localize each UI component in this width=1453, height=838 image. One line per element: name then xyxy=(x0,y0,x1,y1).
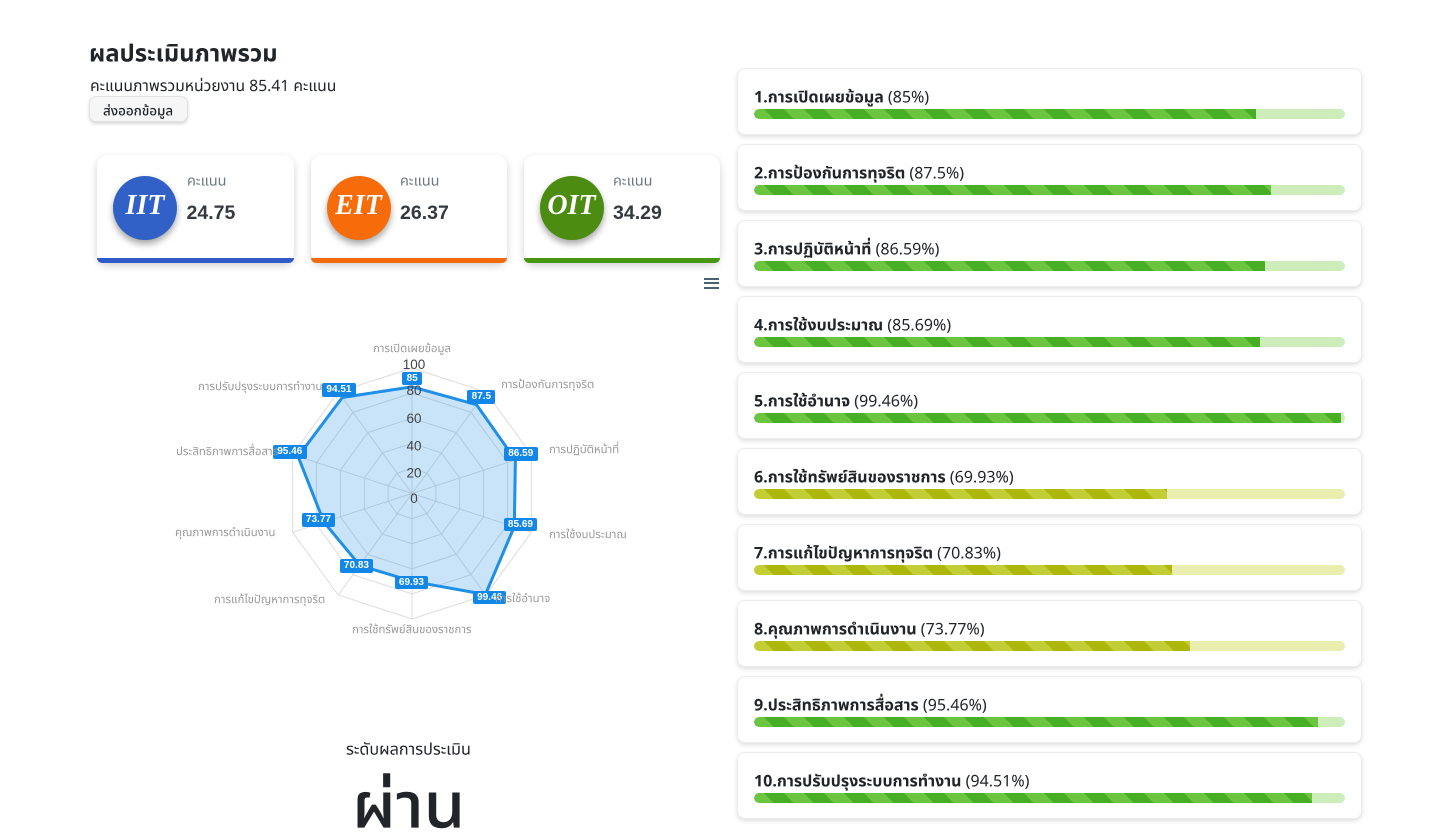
svg-text:20: 20 xyxy=(406,465,421,480)
svg-text:80: 80 xyxy=(406,383,421,398)
svg-text:40: 40 xyxy=(406,439,421,454)
svg-text:0: 0 xyxy=(410,491,418,506)
svg-text:100: 100 xyxy=(403,357,426,372)
svg-text:60: 60 xyxy=(406,411,421,426)
